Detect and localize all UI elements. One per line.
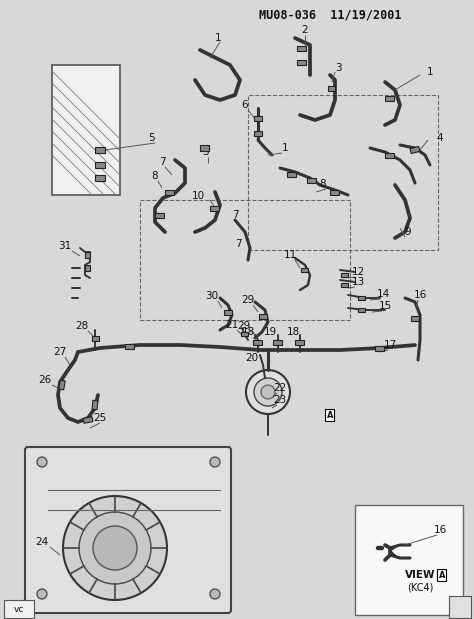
Text: 3: 3 [202,147,208,157]
Bar [301,268,309,272]
Text: 25: 25 [93,413,107,423]
Circle shape [210,457,220,467]
Bar [95,175,105,181]
Text: 1: 1 [215,33,221,43]
Bar [126,344,135,348]
Text: 30: 30 [205,291,219,301]
Text: 1: 1 [282,143,288,153]
Bar [410,147,420,154]
Bar [92,400,98,410]
Text: A: A [327,410,333,420]
Text: vc: vc [14,605,24,613]
Bar [375,345,384,350]
Bar [259,313,267,319]
Text: 29: 29 [241,295,255,305]
Text: 6: 6 [242,100,248,110]
Bar [155,212,164,217]
Text: VIEW: VIEW [405,570,435,580]
Text: 5: 5 [149,133,155,143]
FancyBboxPatch shape [25,447,231,613]
Bar [298,46,307,51]
Bar [385,152,394,157]
Text: 4: 4 [437,133,443,143]
Text: 3: 3 [335,63,341,73]
Bar [85,252,91,258]
Text: 9: 9 [405,227,411,237]
Text: 16: 16 [433,525,447,535]
Text: 20: 20 [246,353,258,363]
Text: 29: 29 [237,321,251,331]
Circle shape [63,496,167,600]
Text: 12: 12 [351,267,365,277]
Text: 18: 18 [241,327,255,337]
Bar [165,189,174,194]
Text: 11: 11 [283,250,297,260]
Text: 7: 7 [159,157,165,167]
Bar [241,332,248,336]
Bar [83,417,93,423]
Text: 18: 18 [286,327,300,337]
Text: 19: 19 [264,327,277,337]
Text: 1: 1 [427,67,433,77]
Bar [358,296,365,300]
Bar [95,162,105,168]
Bar [341,273,348,277]
Text: 10: 10 [191,191,205,201]
Text: 28: 28 [75,321,89,331]
Bar [254,339,263,345]
Bar [411,316,419,321]
FancyBboxPatch shape [4,600,34,618]
Text: 22: 22 [273,383,287,393]
Bar [295,339,304,345]
Bar [201,145,210,151]
Text: (KC4): (KC4) [407,582,433,592]
FancyBboxPatch shape [355,505,463,615]
Circle shape [37,457,47,467]
Bar [224,310,232,314]
Bar [85,265,91,271]
Bar [254,116,262,121]
Circle shape [261,385,275,399]
Bar [91,335,99,340]
Text: 14: 14 [376,289,390,299]
FancyBboxPatch shape [52,65,120,195]
Bar [308,178,317,183]
Text: 15: 15 [378,301,392,311]
Bar [385,95,394,100]
Text: 13: 13 [351,277,365,287]
Text: MU08-036  11/19/2001: MU08-036 11/19/2001 [259,8,401,21]
Circle shape [210,589,220,599]
Bar [328,85,336,90]
Text: 7: 7 [235,239,241,249]
Text: 17: 17 [383,340,397,350]
Circle shape [79,512,151,584]
Circle shape [254,378,282,406]
Bar [95,147,105,153]
Text: 16: 16 [413,290,427,300]
Bar [330,189,339,194]
Circle shape [93,526,137,570]
Text: A: A [439,571,445,579]
Bar [254,131,262,136]
Bar [59,380,65,390]
Circle shape [246,370,290,414]
Bar [298,59,307,64]
Text: 27: 27 [54,347,67,357]
Bar [358,308,365,312]
Bar [273,339,283,345]
Bar [210,206,219,210]
Bar [341,283,348,287]
Text: 7: 7 [232,210,238,220]
Text: 8: 8 [152,171,158,181]
Text: 23: 23 [273,395,287,405]
Text: 8: 8 [319,179,326,189]
Text: 21: 21 [225,320,238,330]
Text: 26: 26 [38,375,52,385]
Text: 24: 24 [36,537,49,547]
Bar [288,171,297,176]
FancyBboxPatch shape [449,596,471,618]
Text: 2: 2 [301,25,308,35]
Circle shape [37,589,47,599]
Text: 31: 31 [58,241,72,251]
